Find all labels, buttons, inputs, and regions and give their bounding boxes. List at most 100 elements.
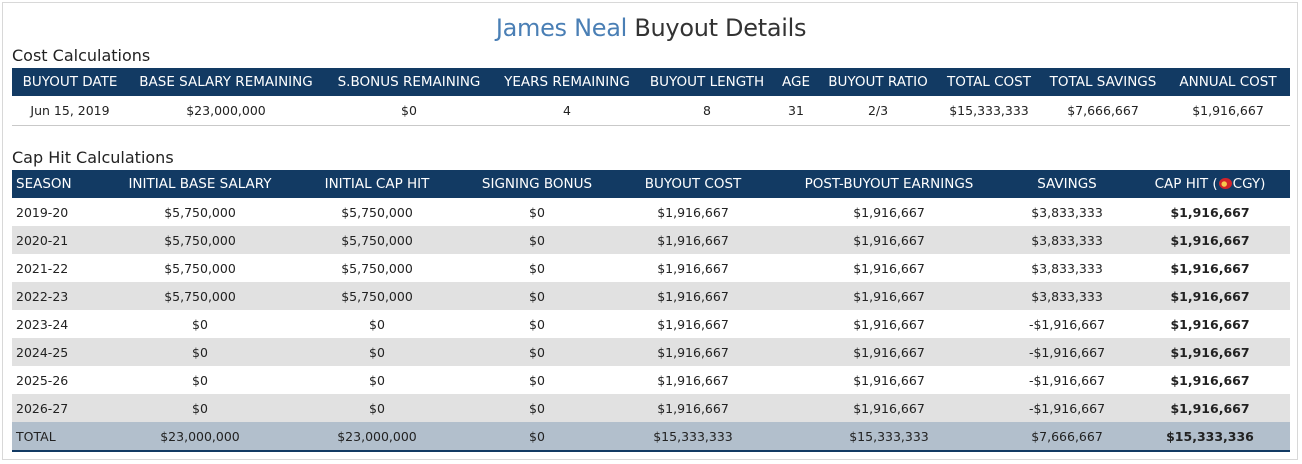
table-cell: $1,916,667 (853, 232, 925, 248)
season-cell: 2019-20 (16, 204, 69, 220)
table-row: 2022-23 $5,750,000 $5,750,000 $0 $1,916,667 $… (12, 282, 1290, 310)
table-cell: -$1,916,667 (1028, 372, 1106, 388)
table-cell: $1,916,667 (853, 372, 925, 388)
season-cell: 2022-23 (16, 288, 69, 304)
cost-header-row: BUYOUT DATE BASE SALARY REMAINING S.BONU… (12, 68, 1290, 96)
table-cell: $3,833,333 (1031, 204, 1103, 220)
table-cell: -$1,916,667 (1028, 400, 1106, 416)
table-cell: $1,916,667 (853, 204, 925, 220)
table-cell: $1,916,667 (853, 316, 925, 332)
table-cell: $5,750,000 (341, 204, 413, 220)
cap-hit-label: CAP HIT ( (1154, 176, 1218, 192)
table-cell: $0 (192, 344, 208, 360)
cap-hit-cell: $1,916,667 (1170, 344, 1250, 360)
table-row: 2023-24 $0 $0 $0 $1,916,667 $1,916,667 -$1,916… (12, 310, 1290, 338)
table-cell: $0 (369, 344, 385, 360)
column-header: SIGNING BONUS (462, 170, 612, 198)
table-cell: 4 (563, 103, 571, 118)
column-header: TOTAL SAVINGS (1040, 68, 1166, 96)
table-cell: $0 (369, 400, 385, 416)
table-row: 2025-26 $0 $0 $0 $1,916,667 $1,916,667 -$1,916… (12, 366, 1290, 394)
table-cell: $0 (529, 344, 545, 360)
table-row: 2021-22 $5,750,000 $5,750,000 $0 $1,916,667 $… (12, 254, 1290, 282)
player-name-link[interactable]: James Neal (495, 14, 627, 42)
table-cell: $0 (369, 372, 385, 388)
cap-hit-cell: $1,916,667 (1170, 400, 1250, 416)
column-header: TOTAL COST (938, 68, 1040, 96)
table-cell: $1,916,667 (657, 204, 729, 220)
column-header: POST-BUYOUT EARNINGS (774, 170, 1004, 198)
cap-hit-cell: $1,916,667 (1170, 260, 1250, 276)
table-cell: $0 (529, 400, 545, 416)
table-cell: 2/3 (867, 103, 889, 118)
season-cell: TOTAL (16, 428, 56, 444)
page-title: James Neal Buyout Details (0, 14, 1302, 42)
table-cell: -$1,916,667 (1028, 316, 1106, 332)
season-cell: 2020-21 (16, 232, 69, 248)
cap-header-row: SEASON INITIAL BASE SALARY INITIAL CAP H… (12, 170, 1290, 198)
team-abbrev: CGY) (1232, 176, 1266, 192)
table-cell: $15,333,333 (849, 428, 929, 444)
table-cell: $3,833,333 (1031, 288, 1103, 304)
calgary-flames-icon (1218, 178, 1232, 189)
cap-hit-table: SEASON INITIAL BASE SALARY INITIAL CAP H… (12, 170, 1290, 452)
table-row: 2020-21 $5,750,000 $5,750,000 $0 $1,916,667 $… (12, 226, 1290, 254)
table-row: 2019-20 $5,750,000 $5,750,000 $0 $1,916,667 $… (12, 198, 1290, 226)
cap-hit-cell: $1,916,667 (1170, 316, 1250, 332)
cap-section-title: Cap Hit Calculations (12, 148, 174, 167)
season-cell: 2024-25 (16, 344, 69, 360)
table-cell: 31 (788, 103, 804, 118)
column-header: SAVINGS (1004, 170, 1130, 198)
table-cell: $5,750,000 (341, 260, 413, 276)
table-cell: $1,916,667 (853, 400, 925, 416)
cap-hit-cell: $1,916,667 (1170, 288, 1250, 304)
table-cell: $0 (192, 400, 208, 416)
table-cell: $7,666,667 (1031, 428, 1103, 444)
table-cell: $1,916,667 (853, 344, 925, 360)
table-row: 2024-25 $0 $0 $0 $1,916,667 $1,916,667 -$1,916… (12, 338, 1290, 366)
cap-hit-cell: $1,916,667 (1170, 204, 1250, 220)
table-cell: $1,916,667 (657, 260, 729, 276)
table-cell: $1,916,667 (657, 344, 729, 360)
table-cell: $0 (401, 103, 417, 118)
cap-hit-cell: $1,916,667 (1170, 372, 1250, 388)
table-cell: $23,000,000 (160, 428, 240, 444)
title-suffix: Buyout Details (634, 14, 807, 42)
column-header: INITIAL CAP HIT (292, 170, 462, 198)
table-cell: -$1,916,667 (1028, 344, 1106, 360)
column-header: ANNUAL COST (1166, 68, 1290, 96)
table-cell: $7,666,667 (1067, 103, 1139, 118)
table-cell: $5,750,000 (164, 260, 236, 276)
table-cell: $5,750,000 (164, 288, 236, 304)
table-cell: $0 (192, 316, 208, 332)
cap-table-body: 2019-20 $5,750,000 $5,750,000 $0 $1,916,667 $… (12, 198, 1290, 451)
table-cell: $0 (529, 232, 545, 248)
column-header: BUYOUT DATE (12, 68, 128, 96)
table-cell: $0 (529, 316, 545, 332)
table-cell: $5,750,000 (341, 232, 413, 248)
table-cell: $1,916,667 (657, 232, 729, 248)
season-cell: 2025-26 (16, 372, 69, 388)
table-cell: $23,000,000 (186, 103, 266, 118)
column-header: INITIAL BASE SALARY (108, 170, 292, 198)
table-cell: $15,333,333 (949, 103, 1029, 118)
table-cell: $23,000,000 (337, 428, 417, 444)
table-cell: $5,750,000 (341, 288, 413, 304)
column-header: BUYOUT LENGTH (640, 68, 774, 96)
cost-section-title: Cost Calculations (12, 46, 151, 65)
column-header: BASE SALARY REMAINING (128, 68, 324, 96)
table-cell: $1,916,667 (657, 372, 729, 388)
total-row: TOTAL $23,000,000 $23,000,000 $0 $15,333,333… (12, 422, 1290, 451)
table-cell: Jun 15, 2019 (30, 103, 110, 118)
table-cell: $0 (529, 260, 545, 276)
table-cell: $0 (529, 372, 545, 388)
table-cell: $3,833,333 (1031, 232, 1103, 248)
column-header: BUYOUT RATIO (818, 68, 938, 96)
table-cell: $1,916,667 (853, 288, 925, 304)
season-cell: 2021-22 (16, 260, 69, 276)
table-cell: $0 (529, 204, 545, 220)
table-cell: $5,750,000 (164, 232, 236, 248)
table-cell: $1,916,667 (853, 260, 925, 276)
column-header: SEASON (12, 170, 108, 198)
column-header: BUYOUT COST (612, 170, 774, 198)
